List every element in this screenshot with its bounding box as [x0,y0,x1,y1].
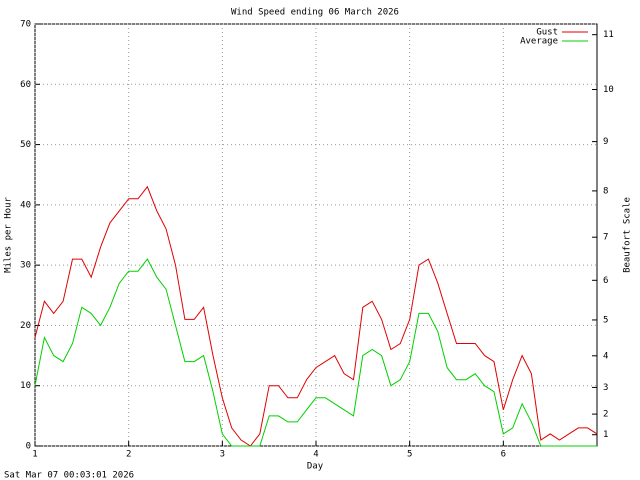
y-tick-label: 70 [20,20,31,30]
y-tick-label: 40 [20,200,31,210]
y-tick-label: 60 [20,80,31,90]
y2-tick-label: 11 [603,30,614,40]
y-tick-label: 20 [20,321,31,331]
x-tick-label: 6 [501,450,506,460]
x-tick-label: 5 [407,450,412,460]
chart-title: Wind Speed ending 06 March 2026 [231,8,399,18]
y2-tick-label: 9 [603,137,608,147]
y2-tick-label: 4 [603,351,608,361]
data-line [34,185,598,447]
y2-tick-label: 1 [603,430,608,440]
plot-frame [34,23,598,447]
y2-tick-label: 8 [603,186,608,196]
y-tick-label: 10 [20,381,31,391]
legend-label: Gust [536,28,558,38]
y2-tick-label: 3 [603,383,608,393]
x-axis-label: Day [307,462,324,472]
y-tick-label: 50 [20,140,31,150]
y2-tick-label: 5 [603,315,608,325]
y2-axis-label: Beaufort Scale [623,197,633,273]
legend-label: Average [520,37,558,47]
y2-tick-label: 7 [603,233,608,243]
data-line [34,258,597,447]
y-tick-label: 0 [26,442,31,452]
y2-tick-label: 2 [603,410,608,420]
y-axis-label: Miles per Hour [4,196,14,272]
y2-tick-label: 6 [603,276,608,286]
footer: Sat Mar 07 00:03:01 2026 [4,471,134,480]
x-tick-label: 3 [220,450,225,460]
y-tick-label: 30 [20,261,31,271]
x-tick-label: 4 [313,450,318,460]
x-tick-label: 2 [126,450,131,460]
x-tick-label: 1 [32,450,37,460]
y2-tick-label: 10 [603,85,614,95]
